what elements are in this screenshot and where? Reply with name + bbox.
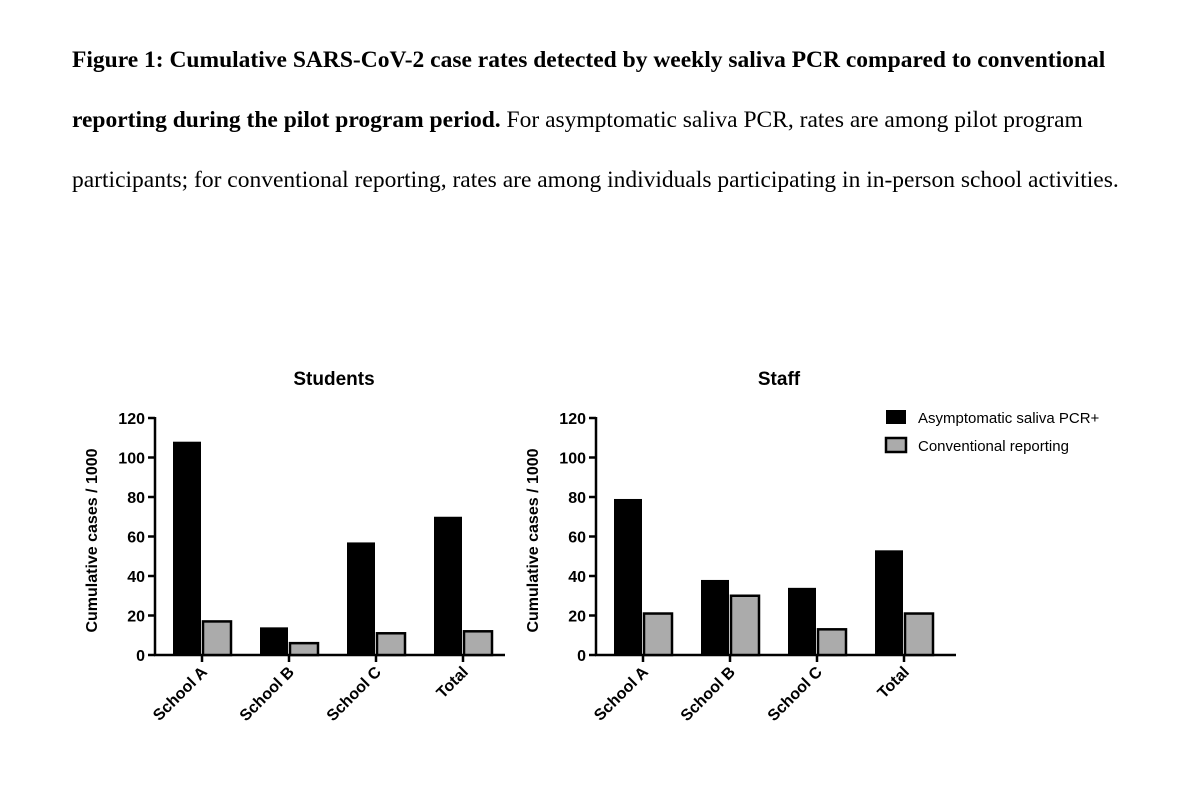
y-tick-label: 0 <box>136 648 145 665</box>
bar-conventional <box>642 612 674 657</box>
bar-conventional <box>375 632 407 657</box>
bar-conventional <box>903 612 935 657</box>
y-tick-label: 120 <box>118 411 145 428</box>
chart-legend: Asymptomatic saliva PCR+ Conventional rep… <box>884 410 1100 455</box>
bar-conventional <box>201 620 233 657</box>
bar-conventional <box>729 594 761 657</box>
chart-title: Staff <box>758 369 801 390</box>
y-tick-label: 80 <box>568 490 586 507</box>
x-tick-label: Total <box>875 664 913 702</box>
bar-conventional <box>816 628 848 657</box>
y-tick-label: 60 <box>127 530 145 547</box>
chart-panel-1: Students Cumulative cases / 1000 0 20 40 60 80… <box>84 369 505 725</box>
bar-saliva-pcr <box>434 516 462 655</box>
y-axis-label: Cumulative cases / 1000 <box>84 448 101 632</box>
y-tick-label: 40 <box>568 569 586 586</box>
y-tick-label: 120 <box>559 411 586 428</box>
bar-conventional <box>462 630 494 657</box>
y-tick-label: 40 <box>127 569 145 586</box>
y-tick-label: 0 <box>577 648 586 665</box>
x-tick-label: School A <box>150 663 211 724</box>
y-tick-label: 100 <box>559 451 586 468</box>
y-tick-label: 80 <box>127 490 145 507</box>
bar-saliva-pcr <box>260 627 288 655</box>
bar-conventional <box>288 641 320 657</box>
legend-label: Asymptomatic saliva PCR+ <box>918 410 1100 427</box>
y-tick-label: 20 <box>127 609 145 626</box>
figure-caption: Figure 1: Cumulative SARS-CoV-2 case rat… <box>72 30 1132 210</box>
y-tick-label: 20 <box>568 609 586 626</box>
chart-title: Students <box>293 369 374 390</box>
caption-text: For asymptomatic saliva PCR, rates are a… <box>72 107 1119 193</box>
x-tick-label: School B <box>678 664 739 725</box>
bar-saliva-pcr <box>347 542 375 655</box>
bar-saliva-pcr <box>173 441 201 655</box>
bar-saliva-pcr <box>788 587 816 655</box>
x-tick-label: School C <box>765 663 826 724</box>
x-tick-label: School A <box>591 663 652 724</box>
bar-saliva-pcr <box>614 498 642 655</box>
caption-bold: Figure 1: Cumulative SARS-CoV-2 case rat… <box>72 47 1106 133</box>
legend-swatch <box>886 410 906 424</box>
y-tick-label: 60 <box>568 530 586 547</box>
bar-saliva-pcr <box>875 550 903 655</box>
x-tick-label: School B <box>237 664 298 725</box>
x-tick-label: Total <box>434 664 472 702</box>
y-tick-label: 100 <box>118 451 145 468</box>
chart-panel-2: Staff Cumulative cases / 1000 0 20 40 60 80 100… <box>525 369 1100 725</box>
bar-saliva-pcr <box>701 579 729 655</box>
legend-label: Conventional reporting <box>918 438 1069 455</box>
legend-swatch <box>884 436 908 454</box>
x-tick-label: School C <box>324 663 385 724</box>
y-axis-label: Cumulative cases / 1000 <box>525 448 542 632</box>
